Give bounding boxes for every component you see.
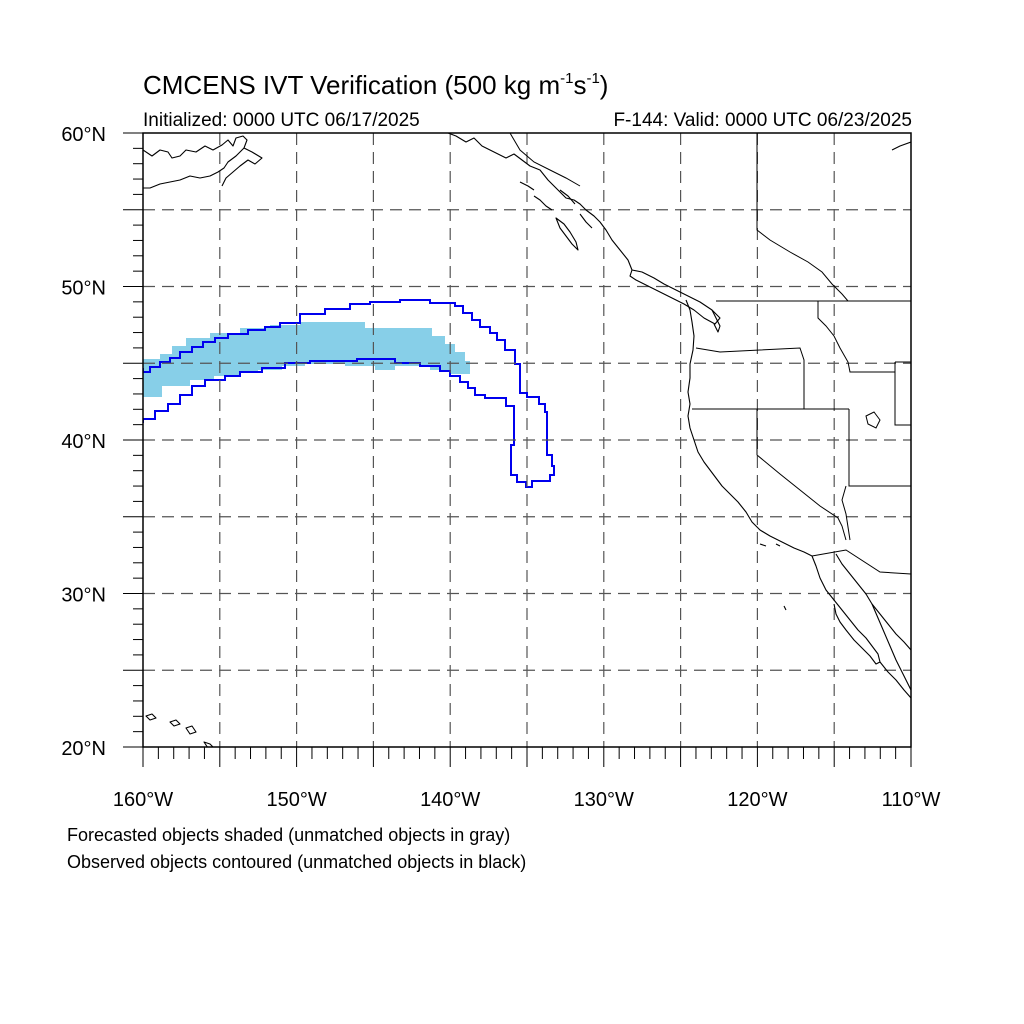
vancouver-island [629, 269, 721, 325]
axis-ticks [123, 132, 912, 767]
mexico-mainland-coast [835, 553, 911, 651]
title-exponent-1: -1 [560, 70, 574, 87]
gulf-of-alaska-coast [447, 133, 633, 271]
longitude-tick-label: 110°W [882, 789, 941, 811]
alaska-canada-border [509, 133, 581, 187]
latitude-tick-label: 30°N [61, 585, 106, 607]
forecast-object [143, 322, 470, 397]
latitude-labels: 20°N 30°N 40°N 50°N 60°N [61, 124, 106, 760]
latitude-tick-label: 60°N [61, 124, 106, 146]
state-borders [509, 133, 911, 575]
channel-islands [759, 543, 787, 611]
longitude-tick-label: 120°W [727, 789, 787, 811]
title-exponent-2: -1 [586, 70, 600, 87]
title-mid: s [573, 70, 587, 100]
hawaii-islands [145, 713, 214, 747]
graticule [143, 133, 911, 747]
sierra-madre-coast [879, 661, 911, 699]
haida-gwaii [555, 217, 579, 251]
baja-california [811, 555, 881, 665]
latitude-tick-label: 20°N [61, 738, 106, 760]
forecast-legend-note: Forecasted objects shaded (unmatched obj… [67, 825, 511, 845]
latitude-tick-label: 50°N [61, 278, 106, 300]
us-mexico-border [811, 549, 911, 575]
great-salt-lake [865, 411, 881, 429]
longitude-tick-label: 140°W [420, 789, 480, 811]
valid-time-label: F-144: Valid: 0000 UTC 06/23/2025 [613, 110, 912, 131]
longitude-tick-label: 130°W [574, 789, 634, 811]
bc-alberta-border [756, 133, 849, 302]
latitude-tick-label: 40°N [61, 431, 106, 453]
coastlines [143, 133, 911, 747]
us-west-coast [685, 299, 813, 557]
washington-oregon-border [695, 347, 805, 409]
init-time-label: Initialized: 0000 UTC 06/17/2025 [143, 110, 420, 131]
nevada-border [848, 409, 911, 487]
cook-inlet-coast [221, 147, 263, 187]
montana-wyoming-border [894, 361, 911, 426]
arizona-border [841, 485, 851, 541]
northeast-coast-fragment [891, 141, 911, 151]
longitude-tick-label: 150°W [266, 789, 326, 811]
alaska-coast [143, 135, 248, 189]
puget-sound [711, 309, 721, 333]
title-main: CMCENS IVT Verification (500 kg m [143, 70, 561, 100]
mexico-coast-south [871, 603, 911, 691]
california-nevada-border [756, 409, 847, 541]
longitude-labels: 160°W 150°W 140°W 130°W 120°W 110°W [113, 789, 941, 811]
title-end: ) [599, 70, 609, 100]
chart-title: CMCENS IVT Verification (500 kg m-1s-1) [143, 70, 608, 101]
longitude-tick-label: 160°W [113, 789, 173, 811]
alexander-archipelago [519, 181, 593, 229]
observed-legend-note: Observed objects contoured (unmatched ob… [67, 852, 527, 872]
idaho-border [817, 301, 895, 373]
